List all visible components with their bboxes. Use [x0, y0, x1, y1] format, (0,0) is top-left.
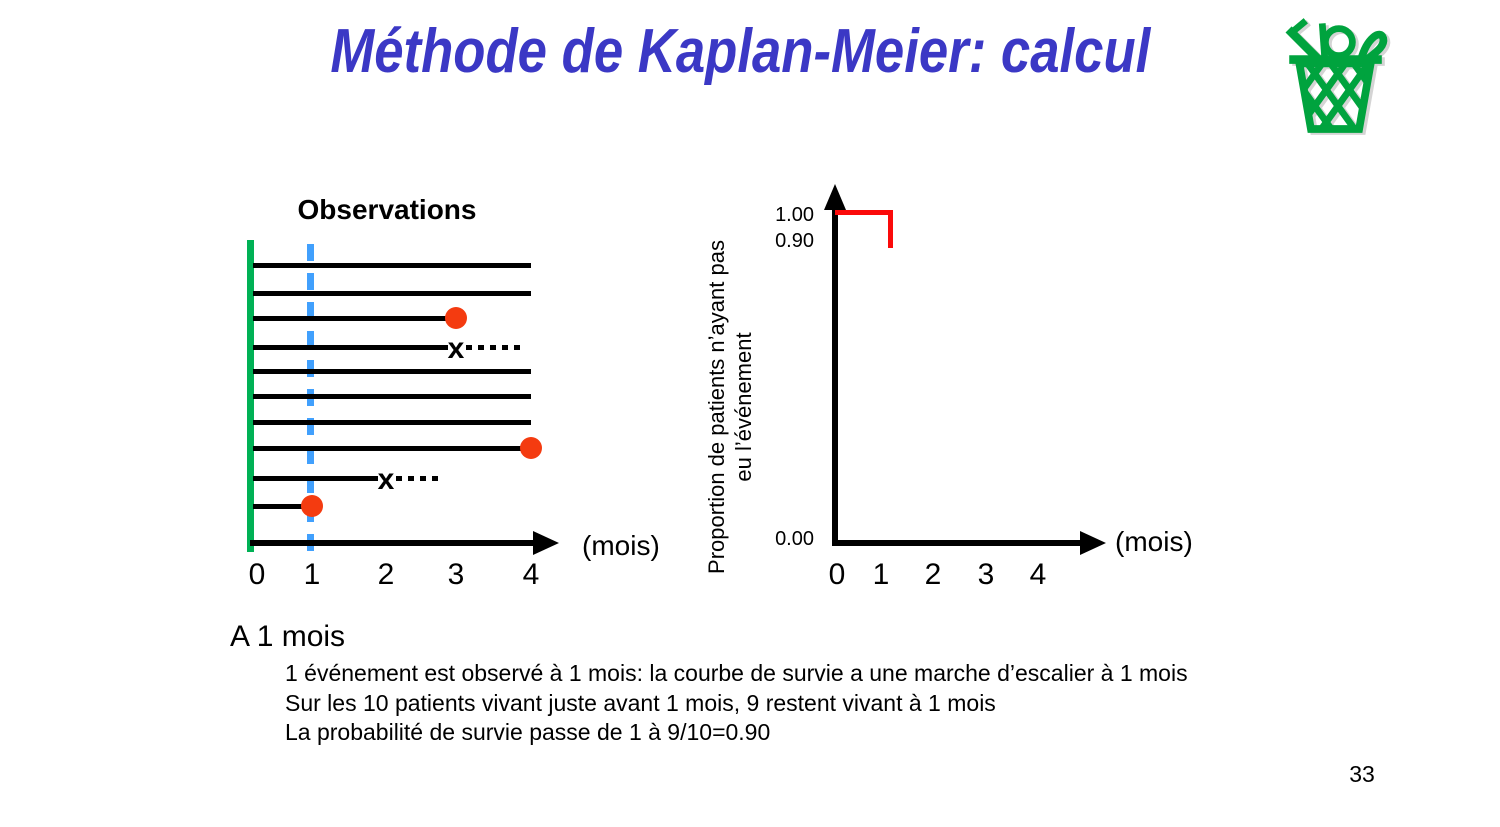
- patient-timeline: [253, 369, 531, 374]
- censor-dotted-tail: [396, 476, 441, 481]
- x-tick-label: 2: [924, 558, 942, 591]
- patient-timeline: [253, 394, 531, 399]
- patient-timeline: [253, 316, 447, 321]
- survival-y-axis-title-line2: eu l’événement: [731, 332, 756, 482]
- y-tick-label: 0.00: [775, 528, 814, 550]
- x-tick-label: 0: [248, 558, 266, 591]
- event-dot-icon: [301, 495, 323, 517]
- trash-basket-icon: [1285, 18, 1388, 133]
- annotation-line: 1 événement est observé à 1 mois: la cou…: [285, 660, 1188, 686]
- observations-x-axis-unit: (mois): [582, 530, 660, 561]
- one-month-dashed-line: [307, 244, 314, 560]
- y-tick-label: 0.90: [775, 230, 814, 252]
- page-title: Méthode de Kaplan-Meier: calcul: [0, 16, 1480, 87]
- patient-timeline: [253, 291, 531, 296]
- y-tick-label: 1.00: [775, 204, 814, 226]
- patient-timeline: [253, 446, 522, 451]
- survival-x-axis: [832, 540, 1084, 546]
- x-tick-label: 3: [977, 558, 995, 591]
- annotation-line: La probabilité de survie passe de 1 à 9/…: [285, 719, 771, 745]
- patient-timeline: [253, 476, 378, 481]
- x-tick-label: 1: [872, 558, 890, 591]
- patient-timeline: [253, 504, 303, 509]
- survival-y-axis-title: Proportion de patients n’ayant pas eu l’…: [703, 240, 757, 574]
- survival-step-segment: [835, 210, 893, 215]
- observations-chart-title: Observations: [297, 194, 477, 225]
- x-tick-label: 4: [1029, 558, 1047, 591]
- x-tick-label: 2: [377, 558, 395, 591]
- page-title-text: Méthode de Kaplan-Meier: calcul: [330, 17, 1150, 86]
- x-tick-label: 4: [522, 558, 540, 591]
- annotation-heading: A 1 mois: [230, 620, 346, 653]
- survival-step-segment: [888, 210, 893, 248]
- patient-timeline: [253, 263, 531, 268]
- survival-y-axis: [832, 206, 838, 546]
- annotation-lines: 1 événement est observé à 1 mois: la cou…: [285, 659, 1188, 748]
- censor-x-icon: x: [377, 463, 395, 496]
- survival-x-axis-unit: (mois): [1115, 526, 1193, 557]
- page-number: 33: [1349, 761, 1375, 787]
- censor-x-icon: x: [447, 332, 465, 365]
- x-tick-label: 3: [447, 558, 465, 591]
- event-dot-icon: [445, 307, 467, 329]
- survival-x-axis-arrow-icon: [1080, 531, 1106, 555]
- censor-dotted-tail: [466, 345, 521, 350]
- time-origin-line: [247, 240, 254, 552]
- survival-y-axis-title-line1: Proportion de patients n’ayant pas: [704, 240, 729, 574]
- patient-timeline: [253, 345, 448, 350]
- patient-timeline: [253, 420, 531, 425]
- annotation-line: Sur les 10 patients vivant juste avant 1…: [285, 689, 996, 716]
- x-tick-label: 1: [303, 558, 321, 591]
- observations-x-axis: [250, 540, 537, 546]
- event-dot-icon: [520, 437, 542, 459]
- survival-y-axis-arrow-icon: [824, 184, 846, 210]
- observations-x-axis-arrow-icon: [533, 531, 559, 555]
- x-tick-label: 0: [828, 558, 846, 591]
